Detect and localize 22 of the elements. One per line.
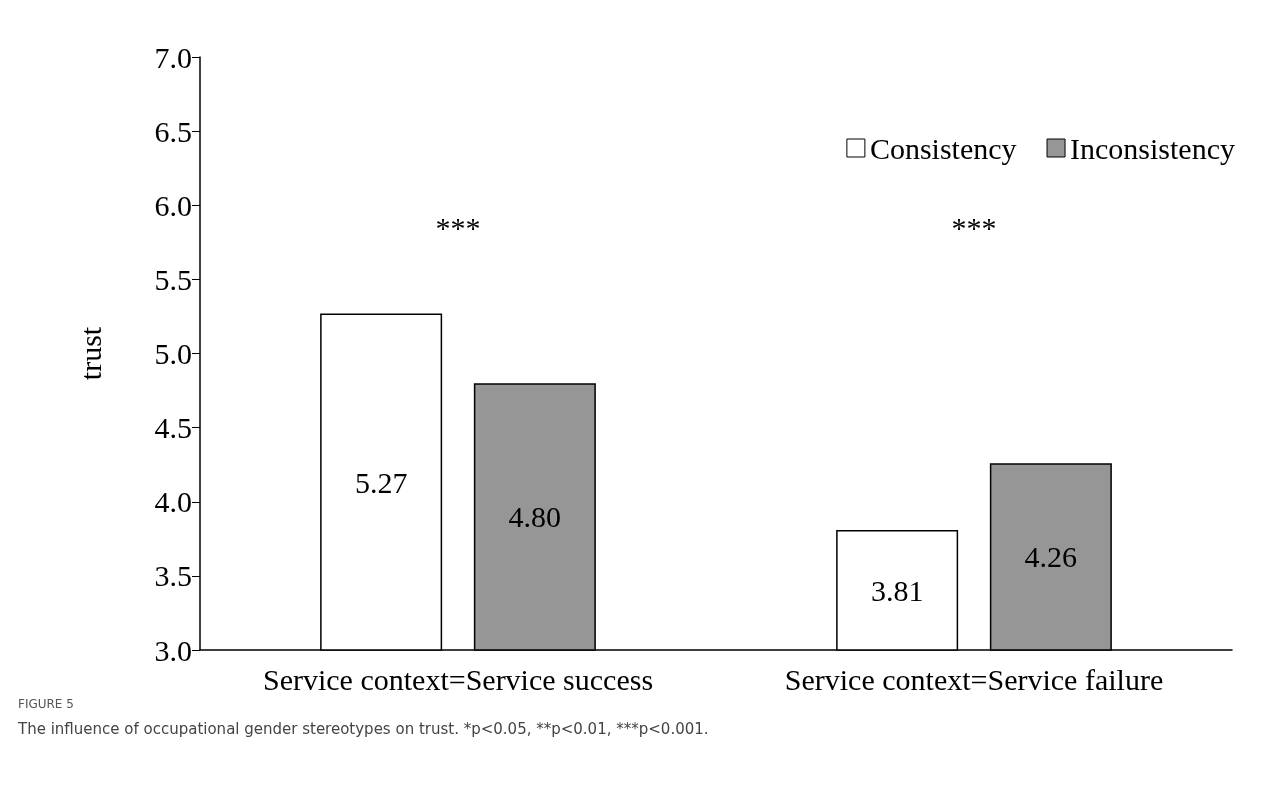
data-label: 3.81 xyxy=(870,573,924,607)
legend-label: Consistency xyxy=(869,131,1017,165)
y-tick-label: 4.5 xyxy=(154,411,192,445)
y-tick-label: 5.5 xyxy=(154,262,192,296)
x-tick-label: Service context=Service success xyxy=(262,662,654,696)
y-tick-label: 6.0 xyxy=(154,188,192,222)
data-label: 4.80 xyxy=(508,500,562,534)
legend-label: Inconsistency xyxy=(1070,131,1236,165)
y-tick-label: 4.0 xyxy=(154,485,192,519)
y-tick-label: 6.5 xyxy=(154,114,192,148)
y-tick-label: 7.0 xyxy=(154,40,192,74)
x-tick-label: Service context=Service failure xyxy=(784,662,1164,696)
y-tick-label: 5.0 xyxy=(154,337,192,370)
annotation: *** xyxy=(951,210,997,244)
data-label: 4.26 xyxy=(1024,540,1078,574)
text: The influence of occupational gender stereotypes on trust. *p<0.05, **p<0.01, ***p<0.001. xyxy=(17,719,709,738)
y-axis-title: trust xyxy=(73,326,107,381)
annotation: *** xyxy=(435,210,481,244)
y-tick-label: 3.5 xyxy=(154,559,192,593)
caption: FIGURE 5 xyxy=(18,697,74,711)
y-tick-label: 3.0 xyxy=(154,633,192,667)
data-label: 5.27 xyxy=(354,465,408,499)
